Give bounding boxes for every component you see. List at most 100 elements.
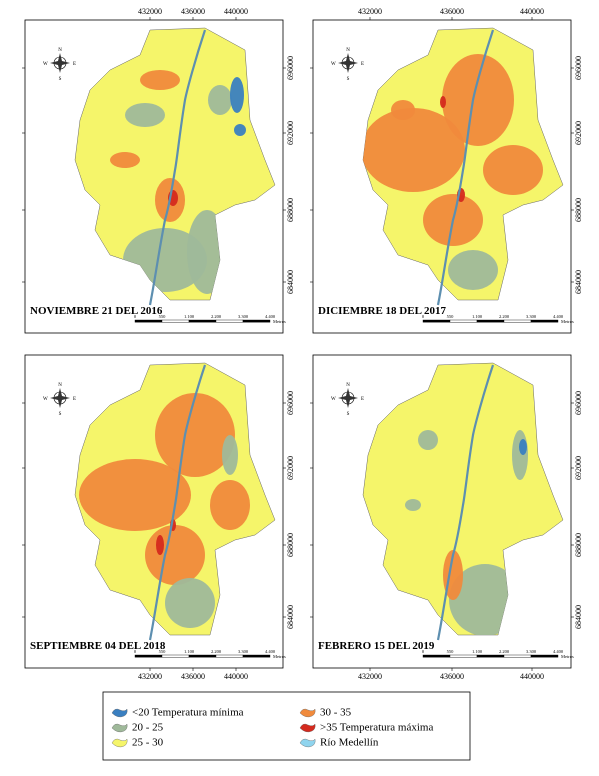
compass: N S E W <box>331 383 364 417</box>
x-tick-label: 436000 <box>440 672 464 681</box>
scale-segment <box>188 654 217 658</box>
scale-unit: Metros <box>273 319 286 324</box>
river <box>436 364 495 641</box>
scale-segment <box>161 319 190 323</box>
compass: N S E W <box>43 48 76 82</box>
scale-label: 1.100 <box>472 314 483 319</box>
heat-patch <box>519 439 527 455</box>
compass-n: N <box>58 48 62 53</box>
river <box>148 29 207 306</box>
panel-title: DICIEMBRE 18 DEL 2017 <box>318 305 447 317</box>
heat-patch <box>442 54 514 146</box>
compass-star <box>338 53 358 73</box>
legend-label: >35 Temperatura máxima <box>320 722 433 734</box>
heat-patches <box>79 393 250 628</box>
scale-label: 550 <box>159 314 167 319</box>
heat-patch <box>234 124 246 136</box>
y-tick-label: 688000 <box>286 198 295 222</box>
compass-w: W <box>43 397 48 402</box>
compass-n: N <box>346 383 350 388</box>
legend-label: 25 - 30 <box>132 737 164 749</box>
heat-patch <box>165 578 215 628</box>
heat-patch <box>79 459 191 531</box>
panel-title: FEBRERO 15 DEL 2019 <box>318 640 435 652</box>
heat-patch <box>418 430 438 450</box>
scale-label: 3.300 <box>526 314 537 319</box>
scale-segment <box>530 319 559 323</box>
compass: N S E W <box>43 383 76 417</box>
y-tick-label: 688000 <box>574 533 583 557</box>
scale-segment <box>422 654 451 658</box>
scale-label: 2.200 <box>499 314 510 319</box>
legend-swatch <box>111 723 128 733</box>
scale-label: 4.400 <box>553 314 564 319</box>
heat-patch <box>125 103 165 127</box>
legend-box <box>102 691 471 761</box>
y-tick-label: 684000 <box>286 605 295 629</box>
scale-label: 2.200 <box>211 649 222 654</box>
scale-segment <box>530 654 559 658</box>
compass-e: E <box>73 62 76 67</box>
compass-n: N <box>58 383 62 388</box>
scale-label: 0 <box>422 314 425 319</box>
scale-label: 2.200 <box>211 314 222 319</box>
legend-swatch <box>111 738 128 748</box>
y-tick-label: 684000 <box>574 605 583 629</box>
scale-label: 4.400 <box>553 649 564 654</box>
scale-label: 2.200 <box>499 649 510 654</box>
scale-segment <box>503 654 532 658</box>
compass-s: S <box>347 77 350 82</box>
heat-patch <box>363 108 465 192</box>
heat-patch <box>210 480 250 530</box>
y-tick-label: 692000 <box>574 121 583 145</box>
x-tick-label: 436000 <box>181 7 205 16</box>
scale-segment <box>242 654 271 658</box>
heat-patch <box>448 250 498 290</box>
compass-w: W <box>331 397 336 402</box>
scale-label: 3.300 <box>238 649 249 654</box>
scale-segment <box>449 654 478 658</box>
scale-unit: Metros <box>561 654 574 659</box>
legend-swatch <box>299 708 316 718</box>
heat-patch <box>405 499 421 511</box>
heat-patch <box>145 525 205 585</box>
heat-patch <box>230 77 244 113</box>
panel-title: SEPTIEMBRE 04 DEL 2018 <box>30 640 166 652</box>
scale-label: 0 <box>134 314 137 319</box>
scale-segment <box>161 654 190 658</box>
heat-patch <box>156 535 164 555</box>
scale-label: 3.300 <box>526 649 537 654</box>
scale-segment <box>188 319 217 323</box>
y-tick-label: 692000 <box>286 456 295 480</box>
scale-segment <box>215 654 244 658</box>
scale-segment <box>422 319 451 323</box>
compass-star <box>50 388 70 408</box>
x-tick-label: 440000 <box>520 7 544 16</box>
legend-label: 30 - 35 <box>320 707 352 719</box>
scale-label: 1.100 <box>472 649 483 654</box>
compass-star <box>50 53 70 73</box>
scale-label: 1.100 <box>184 314 195 319</box>
heat-patches <box>110 70 246 294</box>
y-tick-label: 696000 <box>286 391 295 415</box>
river <box>436 29 495 306</box>
scale-segment <box>449 319 478 323</box>
compass-s: S <box>59 412 62 417</box>
legend-label: 20 - 25 <box>132 722 164 734</box>
scale-label: 4.400 <box>265 314 276 319</box>
compass-n: N <box>346 48 350 53</box>
heat-patch <box>140 70 180 90</box>
heat-patch <box>512 430 528 480</box>
scale-label: 4.400 <box>265 649 276 654</box>
scale-label: 0 <box>134 649 137 654</box>
scale-segment <box>476 319 505 323</box>
heat-patch <box>222 435 238 475</box>
legend-label: Río Medellín <box>320 737 379 749</box>
compass-w: W <box>43 62 48 67</box>
scale-segment <box>215 319 244 323</box>
legend-swatch <box>111 708 128 718</box>
compass-s: S <box>59 77 62 82</box>
